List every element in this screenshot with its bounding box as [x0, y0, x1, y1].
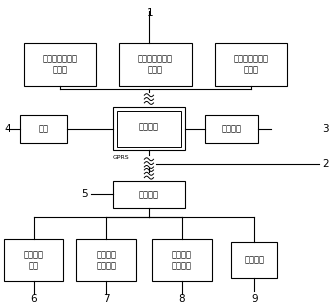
Text: 故障故障
分析模块: 故障故障 分析模块 [96, 250, 116, 270]
Text: 监控平台: 监控平台 [139, 190, 159, 199]
Text: 数据存储
模块: 数据存储 模块 [24, 250, 44, 270]
Text: 电源模块: 电源模块 [221, 124, 241, 133]
Text: 1: 1 [147, 8, 154, 18]
Bar [205, 115, 258, 142]
Bar [215, 43, 287, 86]
Text: 3: 3 [322, 124, 328, 134]
Bar [231, 242, 277, 278]
Bar [4, 239, 63, 281]
Text: 暂态录波型故障
指示器: 暂态录波型故障 指示器 [138, 55, 173, 75]
Text: 报警模块: 报警模块 [244, 255, 264, 265]
Text: GPRS: GPRS [113, 155, 129, 160]
Bar [76, 239, 136, 281]
Text: 5: 5 [81, 189, 88, 200]
Bar [113, 107, 185, 150]
Text: 4: 4 [4, 124, 11, 134]
Text: 汇聚单元: 汇聚单元 [139, 123, 159, 132]
Text: 暂态录波型故障
指示器: 暂态录波型故障 指示器 [42, 55, 77, 75]
Text: 2: 2 [322, 159, 328, 169]
Bar [152, 239, 212, 281]
Bar [24, 43, 96, 86]
Bar [119, 43, 192, 86]
Text: 8: 8 [178, 293, 185, 304]
Text: 波型数据
对比模块: 波型数据 对比模块 [172, 250, 192, 270]
Text: 7: 7 [103, 293, 110, 304]
Bar [21, 115, 67, 142]
Text: 天线: 天线 [38, 124, 49, 133]
Text: 6: 6 [30, 293, 37, 304]
Bar [117, 111, 181, 146]
Text: 暂态录波型故障
指示器: 暂态录波型故障 指示器 [234, 55, 268, 75]
Bar [113, 181, 185, 208]
Text: 9: 9 [251, 293, 258, 304]
